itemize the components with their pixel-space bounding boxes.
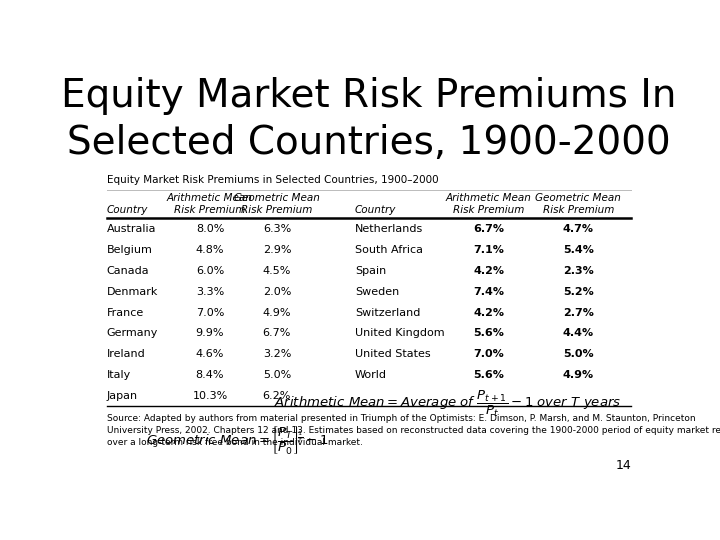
Text: United States: United States bbox=[355, 349, 431, 359]
Text: 7.0%: 7.0% bbox=[474, 349, 504, 359]
Text: 6.2%: 6.2% bbox=[263, 391, 291, 401]
Text: 3.2%: 3.2% bbox=[263, 349, 291, 359]
Text: 7.1%: 7.1% bbox=[474, 245, 505, 255]
Text: Geometric Mean: Geometric Mean bbox=[234, 193, 320, 203]
Text: 4.8%: 4.8% bbox=[196, 245, 224, 255]
Text: 8.0%: 8.0% bbox=[196, 225, 224, 234]
Text: 4.4%: 4.4% bbox=[563, 328, 594, 339]
Text: Risk Premium: Risk Premium bbox=[241, 205, 312, 215]
Text: Canada: Canada bbox=[107, 266, 149, 276]
Text: 4.9%: 4.9% bbox=[263, 308, 291, 318]
Text: 4.2%: 4.2% bbox=[474, 266, 505, 276]
Text: Risk Premium: Risk Premium bbox=[174, 205, 246, 215]
Text: 5.2%: 5.2% bbox=[563, 287, 593, 297]
Text: Netherlands: Netherlands bbox=[355, 225, 423, 234]
Text: Denmark: Denmark bbox=[107, 287, 158, 297]
Text: 4.6%: 4.6% bbox=[196, 349, 224, 359]
Text: 4.2%: 4.2% bbox=[474, 308, 505, 318]
Text: 7.0%: 7.0% bbox=[196, 308, 224, 318]
Text: Geometric Mean: Geometric Mean bbox=[535, 193, 621, 203]
Text: 2.3%: 2.3% bbox=[563, 266, 593, 276]
Text: France: France bbox=[107, 308, 144, 318]
Text: Switzerland: Switzerland bbox=[355, 308, 420, 318]
Text: Country: Country bbox=[355, 205, 397, 215]
Text: 4.5%: 4.5% bbox=[263, 266, 291, 276]
Text: 6.7%: 6.7% bbox=[474, 225, 505, 234]
Text: 5.0%: 5.0% bbox=[563, 349, 593, 359]
Text: 5.6%: 5.6% bbox=[474, 370, 505, 380]
Text: Arithmetic Mean: Arithmetic Mean bbox=[446, 193, 532, 203]
Text: Japan: Japan bbox=[107, 391, 138, 401]
Text: 10.3%: 10.3% bbox=[192, 391, 228, 401]
Text: 4.7%: 4.7% bbox=[563, 225, 594, 234]
Text: Source: Adapted by authors from material presented in Triumph of the Optimists: : Source: Adapted by authors from material… bbox=[107, 415, 720, 447]
Text: Australia: Australia bbox=[107, 225, 156, 234]
Text: United Kingdom: United Kingdom bbox=[355, 328, 445, 339]
Text: 2.7%: 2.7% bbox=[563, 308, 594, 318]
Text: World: World bbox=[355, 370, 387, 380]
Text: 8.4%: 8.4% bbox=[196, 370, 224, 380]
Text: Country: Country bbox=[107, 205, 148, 215]
Text: $\mathit{Arithmetic\ Mean = Average\ of}\ \dfrac{P_{t+1}}{P_t} - 1\ \mathit{over: $\mathit{Arithmetic\ Mean = Average\ of}… bbox=[274, 388, 621, 419]
Text: Germany: Germany bbox=[107, 328, 158, 339]
Text: Arithmetic Mean: Arithmetic Mean bbox=[167, 193, 253, 203]
Text: 9.9%: 9.9% bbox=[196, 328, 224, 339]
Text: Risk Premium: Risk Premium bbox=[454, 205, 525, 215]
Text: 5.0%: 5.0% bbox=[263, 370, 291, 380]
Text: 2.9%: 2.9% bbox=[263, 245, 291, 255]
Text: Risk Premium: Risk Premium bbox=[543, 205, 614, 215]
Text: 6.3%: 6.3% bbox=[263, 225, 291, 234]
Text: 5.6%: 5.6% bbox=[474, 328, 505, 339]
Text: 7.4%: 7.4% bbox=[474, 287, 505, 297]
Text: Italy: Italy bbox=[107, 370, 131, 380]
Text: Equity Market Risk Premiums in Selected Countries, 1900–2000: Equity Market Risk Premiums in Selected … bbox=[107, 176, 438, 185]
Text: Sweden: Sweden bbox=[355, 287, 400, 297]
Text: $\mathit{Geometric\ Mean} = \left[\dfrac{P_T}{P_0}\right]^{\!\frac{1}{T}} - 1$: $\mathit{Geometric\ Mean} = \left[\dfrac… bbox=[145, 425, 328, 457]
Text: 6.0%: 6.0% bbox=[196, 266, 224, 276]
Text: 14: 14 bbox=[616, 460, 631, 472]
Text: 3.3%: 3.3% bbox=[196, 287, 224, 297]
Text: 2.0%: 2.0% bbox=[263, 287, 291, 297]
Text: 6.7%: 6.7% bbox=[263, 328, 291, 339]
Text: Belgium: Belgium bbox=[107, 245, 153, 255]
Text: 4.9%: 4.9% bbox=[563, 370, 594, 380]
Text: Ireland: Ireland bbox=[107, 349, 145, 359]
Text: South Africa: South Africa bbox=[355, 245, 423, 255]
Text: Equity Market Risk Premiums In
Selected Countries, 1900-2000: Equity Market Risk Premiums In Selected … bbox=[61, 77, 677, 163]
Text: Spain: Spain bbox=[355, 266, 387, 276]
Text: 5.4%: 5.4% bbox=[563, 245, 594, 255]
